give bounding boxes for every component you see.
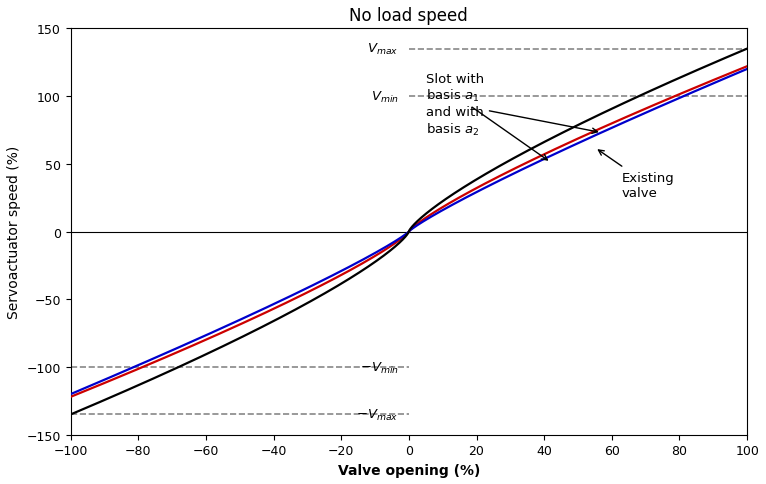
Text: $-V_{min}$: $-V_{min}$ [360, 360, 399, 375]
Text: $V_{max}$: $V_{max}$ [368, 42, 399, 57]
Text: Slot with
basis $a_1$
and with
basis $a_2$: Slot with basis $a_1$ and with basis $a_… [426, 73, 597, 137]
Text: $V_{min}$: $V_{min}$ [371, 89, 399, 105]
Y-axis label: Servoactuator speed (%): Servoactuator speed (%) [7, 146, 21, 318]
Title: No load speed: No load speed [349, 7, 468, 25]
Text: Existing
valve: Existing valve [598, 151, 675, 199]
Text: $-V_{max}$: $-V_{max}$ [356, 407, 399, 422]
X-axis label: Valve opening (%): Valve opening (%) [338, 463, 480, 477]
